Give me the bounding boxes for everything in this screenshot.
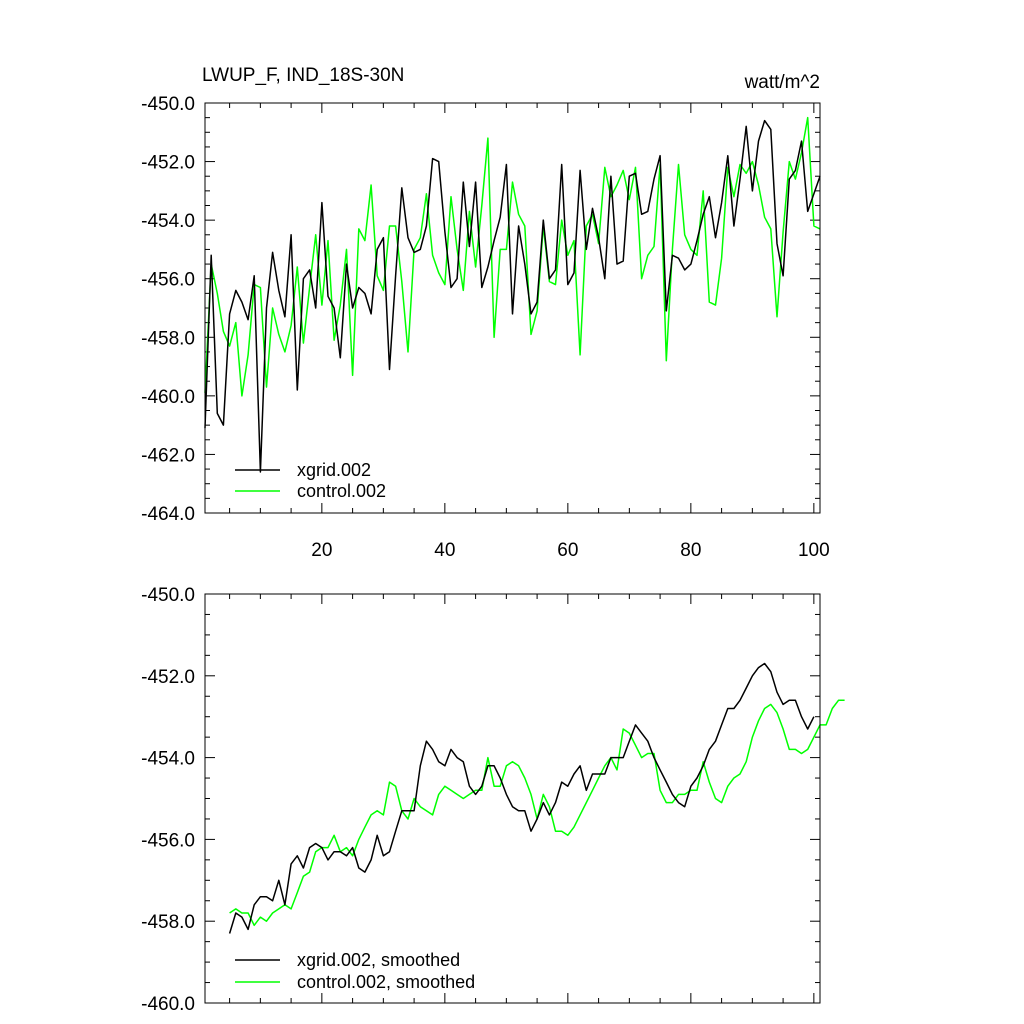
top-legend: xgrid.002 control.002 (235, 460, 386, 501)
top-x-tick-label: 80 (680, 540, 701, 561)
top-series-control-002 (204, 116, 821, 397)
top-series-lines (204, 116, 821, 473)
chart-units-label: watt/m^2 (744, 72, 820, 93)
bottom-series-control-002-smoothed (229, 699, 845, 927)
bottom-axis-ticks: -460.0 -458.0 -456.0 -454.0 -452.0 -450.0 (141, 585, 820, 1015)
top-x-tick-label: 60 (557, 540, 578, 561)
bottom-series-lines (228, 662, 845, 934)
top-x-tick-label: 40 (434, 540, 455, 561)
top-plot-frame (204, 102, 821, 514)
top-y-tick-label: -464.0 (141, 504, 195, 525)
top-y-tick-label: -454.0 (141, 211, 195, 232)
top-y-tick-label: -452.0 (141, 153, 195, 174)
bottom-y-tick-label: -452.0 (141, 667, 195, 688)
bottom-y-tick-label: -458.0 (141, 912, 195, 933)
legend-label-control: control.002 (297, 481, 386, 501)
top-y-tick-label: -450.0 (141, 94, 195, 115)
top-x-tick-label: 100 (798, 540, 830, 561)
bottom-series-xgrid-002-smoothed (228, 662, 815, 934)
bottom-y-tick-label: -450.0 (141, 585, 195, 606)
top-y-tick-label: -460.0 (141, 387, 195, 408)
bottom-y-tick-label: -460.0 (141, 994, 195, 1015)
legend-label-xgrid-smoothed: xgrid.002, smoothed (297, 950, 460, 970)
bottom-y-tick-label: -454.0 (141, 749, 195, 770)
top-axis-ticks: -464.0 -462.0 -460.0 -458.0 -456.0 -454.0 -452… (141, 94, 830, 561)
legend-label-xgrid: xgrid.002 (297, 460, 371, 480)
top-x-tick-label: 20 (311, 540, 332, 561)
top-y-tick-label: -458.0 (141, 328, 195, 349)
bottom-legend: xgrid.002, smoothed control.002, smoothe… (235, 950, 475, 992)
top-series-xgrid-002 (204, 119, 821, 473)
chart-title-left: LWUP_F, IND_18S-30N (202, 65, 404, 86)
bottom-chart-panel: -460.0 -458.0 -456.0 -454.0 -452.0 -450.0 xgr… (141, 585, 845, 1015)
bottom-y-tick-label: -456.0 (141, 830, 195, 851)
top-y-tick-label: -462.0 (141, 445, 195, 466)
top-y-tick-label: -456.0 (141, 270, 195, 291)
bottom-plot-frame (204, 593, 821, 1004)
top-chart-panel: LWUP_F, IND_18S-30N watt/m^2 -464.0 -462.… (141, 65, 830, 561)
legend-label-control-smoothed: control.002, smoothed (297, 972, 475, 992)
